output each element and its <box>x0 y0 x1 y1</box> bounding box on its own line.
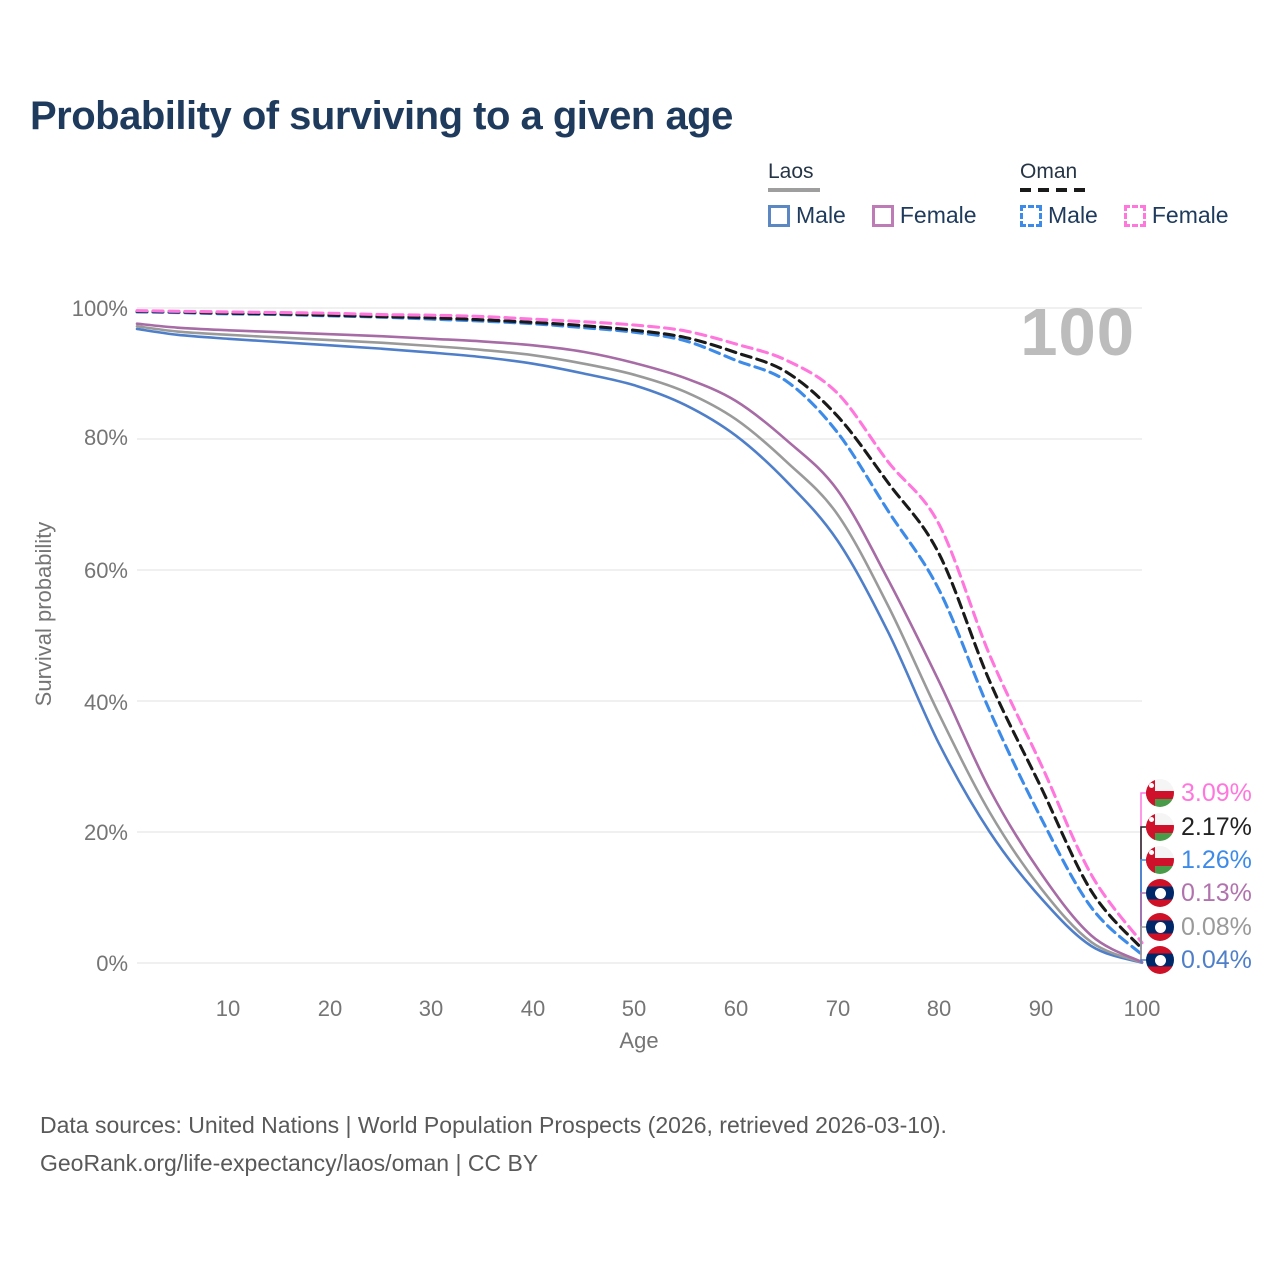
legend-country-laos-label: Laos <box>768 160 814 183</box>
end-label-oman-female: 3.09% <box>1146 777 1252 809</box>
curve-oman[interactable] <box>135 309 1144 951</box>
laos-female-swatch-icon <box>871 204 894 227</box>
x-axis-title: Age <box>619 1028 659 1053</box>
x-tick-10: 10 <box>215 996 241 1021</box>
hovered-age-watermark: 100 <box>1020 295 1135 370</box>
x-tick-20: 20 <box>317 996 343 1021</box>
laos-line-style-sample <box>768 188 820 192</box>
legend-label-laos-male: Male <box>796 202 846 228</box>
x-tick-60: 60 <box>723 996 749 1021</box>
legend-country-laos[interactable]: Laos <box>768 160 977 192</box>
y-tick-20: 20% <box>83 820 128 845</box>
curve-laos-male[interactable] <box>135 327 1144 965</box>
curve-laos[interactable] <box>135 325 1144 964</box>
end-label-laos-male: 0.04% <box>1146 944 1252 976</box>
end-label-value: 2.17% <box>1181 812 1252 841</box>
oman-line-style-sample <box>1020 188 1092 192</box>
legend-label-laos-female: Female <box>899 202 977 228</box>
curve-oman-male[interactable] <box>135 310 1144 957</box>
y-tick-80: 80% <box>83 425 128 450</box>
oman-flag-icon <box>1146 846 1174 874</box>
legend-group-oman: Oman Male Female <box>1020 160 1229 229</box>
x-tick-80: 80 <box>926 996 952 1021</box>
x-tick-40: 40 <box>520 996 546 1021</box>
end-label-value: 0.04% <box>1181 945 1252 974</box>
legend-country-oman-label: Oman <box>1020 160 1078 183</box>
laos-flag-icon <box>1146 879 1174 907</box>
legend-group-laos: Laos Male Female <box>768 160 977 229</box>
x-tick-100: 100 <box>1123 996 1161 1021</box>
y-tick-40: 40% <box>83 690 128 715</box>
oman-male-swatch-icon <box>1020 204 1042 227</box>
oman-female-swatch-icon <box>1123 204 1146 227</box>
oman-flag-icon <box>1146 813 1174 841</box>
legend-item-oman-male[interactable]: Male <box>1020 202 1098 229</box>
end-label-laos-total: 0.08% <box>1146 911 1252 943</box>
end-label-value: 1.26% <box>1181 845 1252 874</box>
y-tick-60: 60% <box>83 558 128 583</box>
end-label-laos-female: 0.13% <box>1146 877 1252 909</box>
y-tick-0: 0% <box>96 951 128 976</box>
data-source-footer: Data sources: United Nations | World Pop… <box>40 1106 947 1182</box>
x-tick-70: 70 <box>825 996 851 1021</box>
curve-oman-female[interactable] <box>135 309 1144 945</box>
legend-country-oman[interactable]: Oman <box>1020 160 1229 192</box>
page-title: Probability of surviving to a given age <box>30 94 733 138</box>
legend-label-oman-male: Male <box>1048 202 1098 228</box>
laos-flag-icon <box>1146 946 1174 974</box>
laos-flag-icon <box>1146 913 1174 941</box>
x-tick-30: 30 <box>418 996 444 1021</box>
x-tick-50: 50 <box>621 996 647 1021</box>
legend-item-laos-female[interactable]: Female <box>871 202 977 229</box>
end-label-oman-male: 1.26% <box>1146 844 1252 876</box>
curve-laos-female[interactable] <box>135 322 1144 964</box>
end-label-value: 3.09% <box>1181 778 1252 807</box>
end-label-value: 0.08% <box>1181 912 1252 941</box>
legend-item-oman-female[interactable]: Female <box>1123 202 1229 229</box>
y-tick-100: 100% <box>71 296 128 321</box>
footer-sources-line: Data sources: United Nations | World Pop… <box>40 1112 947 1138</box>
end-label-value: 0.13% <box>1181 878 1252 907</box>
oman-flag-icon <box>1146 779 1174 807</box>
footer-attribution-line: GeoRank.org/life-expectancy/laos/oman | … <box>40 1150 539 1176</box>
end-label-oman-total: 2.17% <box>1146 811 1252 843</box>
y-axis-title: Survival probability <box>31 521 56 707</box>
legend-item-laos-male[interactable]: Male <box>768 202 846 229</box>
x-tick-90: 90 <box>1028 996 1054 1021</box>
legend-label-oman-female: Female <box>1151 202 1229 228</box>
laos-male-swatch-icon <box>768 204 790 227</box>
